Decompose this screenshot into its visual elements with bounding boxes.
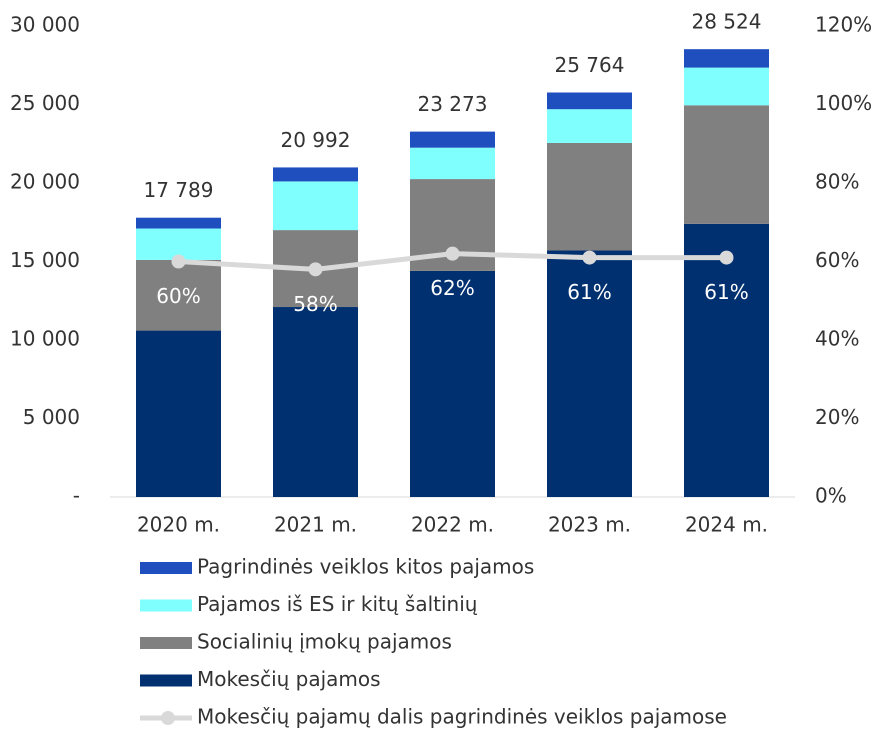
legend-swatch: [140, 637, 192, 649]
y-tick-label: 20 000: [10, 170, 80, 194]
legend-label: Pajamos iš ES ir kitų šaltinių: [197, 592, 478, 616]
legend-label: Mokesčių pajamų dalis pagrindinės veiklo…: [197, 705, 727, 729]
line-point: [308, 262, 323, 277]
y2-tick-label: 0%: [815, 484, 847, 508]
total-label: 25 764: [555, 53, 625, 77]
y2-tick-label: 120%: [815, 13, 872, 37]
y-tick-label: 5 000: [23, 405, 80, 429]
line-value-label: 58%: [293, 292, 337, 316]
bar-segment: [273, 307, 358, 497]
bar-segment: [273, 167, 358, 182]
y-tick-label: 30 000: [10, 13, 80, 37]
bar-segment: [547, 109, 632, 143]
line-value-label: 61%: [704, 280, 748, 304]
line-point: [445, 246, 460, 261]
bar-segment: [547, 142, 632, 251]
total-label: 17 789: [144, 178, 214, 202]
y2-tick-label: 60%: [815, 248, 859, 272]
x-tick-label: 2022 m.: [411, 513, 494, 537]
y-tick-label: 25 000: [10, 91, 80, 115]
bar-segment: [136, 330, 221, 497]
line-value-label: 61%: [567, 280, 611, 304]
bar-segment: [547, 250, 632, 497]
bar-segment: [684, 223, 769, 497]
bar-segment: [547, 92, 632, 110]
legend-swatch: [140, 674, 192, 687]
legend-swatch: [140, 562, 192, 574]
x-tick-label: 2021 m.: [274, 513, 357, 537]
y2-tick-label: 100%: [815, 91, 872, 115]
total-label: 23 273: [418, 92, 488, 116]
y-tick-label: -: [73, 484, 80, 508]
legend-swatch: [140, 599, 192, 612]
bar-segment: [136, 259, 221, 331]
x-tick-label: 2020 m.: [137, 513, 220, 537]
bar-segment: [410, 270, 495, 497]
bar-segment: [410, 147, 495, 180]
total-label: 20 992: [281, 128, 351, 152]
line-value-label: 62%: [430, 276, 474, 300]
legend-label: Pagrindinės veiklos kitos pajamos: [197, 555, 534, 579]
line-point: [582, 250, 597, 265]
total-label: 28 524: [692, 10, 762, 34]
bar-segment: [410, 131, 495, 148]
bar-segment: [273, 181, 358, 231]
bar-segment: [684, 67, 769, 106]
line-value-label: 60%: [156, 284, 200, 308]
y2-tick-label: 40%: [815, 327, 859, 351]
legend-label: Mokesčių pajamos: [197, 667, 381, 691]
y-tick-label: 10 000: [10, 327, 80, 351]
bar-segment: [136, 217, 221, 229]
bar-segment: [684, 49, 769, 68]
legend-marker: [161, 711, 175, 725]
bar-segment: [684, 105, 769, 224]
line-point: [171, 254, 186, 269]
x-tick-label: 2023 m.: [548, 513, 631, 537]
line-point: [719, 250, 734, 265]
legend-label: Socialinių įmokų pajamos: [197, 630, 452, 654]
y2-tick-label: 80%: [815, 170, 859, 194]
x-tick-label: 2024 m.: [685, 513, 768, 537]
y-tick-label: 15 000: [10, 248, 80, 272]
y2-tick-label: 20%: [815, 405, 859, 429]
